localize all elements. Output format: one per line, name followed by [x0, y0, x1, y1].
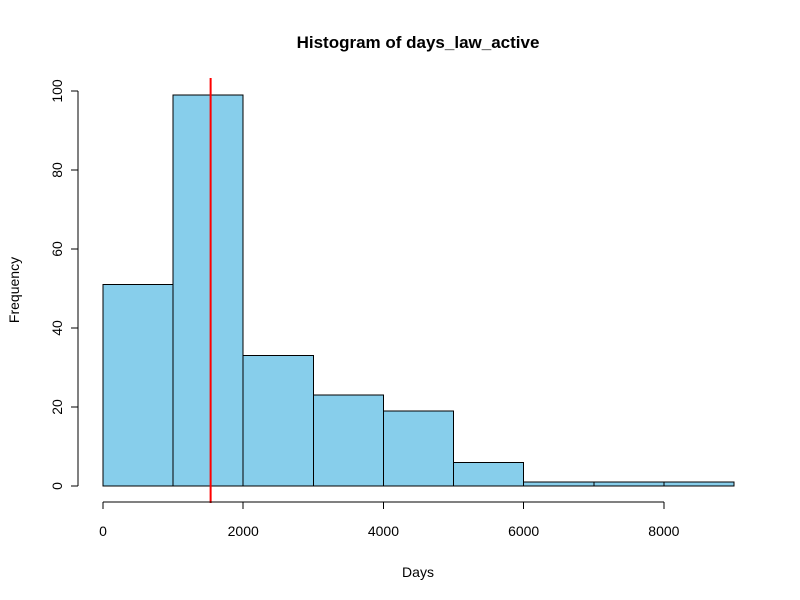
histogram-bar-0 — [102, 284, 174, 487]
x-tick-label: 4000 — [368, 523, 399, 539]
y-tick-label: 60 — [49, 241, 65, 257]
y-tick-label: 80 — [49, 162, 65, 178]
chart-title: Histogram of days_law_active — [297, 33, 540, 52]
x-tick-label: 8000 — [648, 523, 679, 539]
y-axis-label: Frequency — [6, 257, 22, 323]
y-tick-label: 100 — [49, 79, 65, 103]
histogram-bar-3 — [312, 394, 384, 487]
histogram-bar-1 — [172, 94, 244, 487]
histogram-bar-7 — [593, 481, 665, 487]
histogram-bar-8 — [663, 481, 735, 487]
y-tick-label: 40 — [49, 320, 65, 336]
x-tick-label: 2000 — [228, 523, 259, 539]
histogram-bar-5 — [453, 461, 525, 487]
histogram-bar-6 — [523, 481, 595, 487]
x-axis: 0 2000 4000 6000 8000 — [99, 501, 680, 539]
bars-group — [102, 94, 735, 487]
y-tick-label: 0 — [49, 482, 65, 490]
histogram-bar-2 — [242, 355, 314, 487]
y-tick-label: 20 — [49, 399, 65, 415]
x-tick-label: 0 — [99, 523, 107, 539]
histogram-bar-4 — [382, 410, 455, 487]
y-axis: 0 20 40 60 80 100 — [49, 79, 79, 490]
x-axis-label: Days — [402, 564, 434, 580]
x-tick-label: 6000 — [508, 523, 539, 539]
